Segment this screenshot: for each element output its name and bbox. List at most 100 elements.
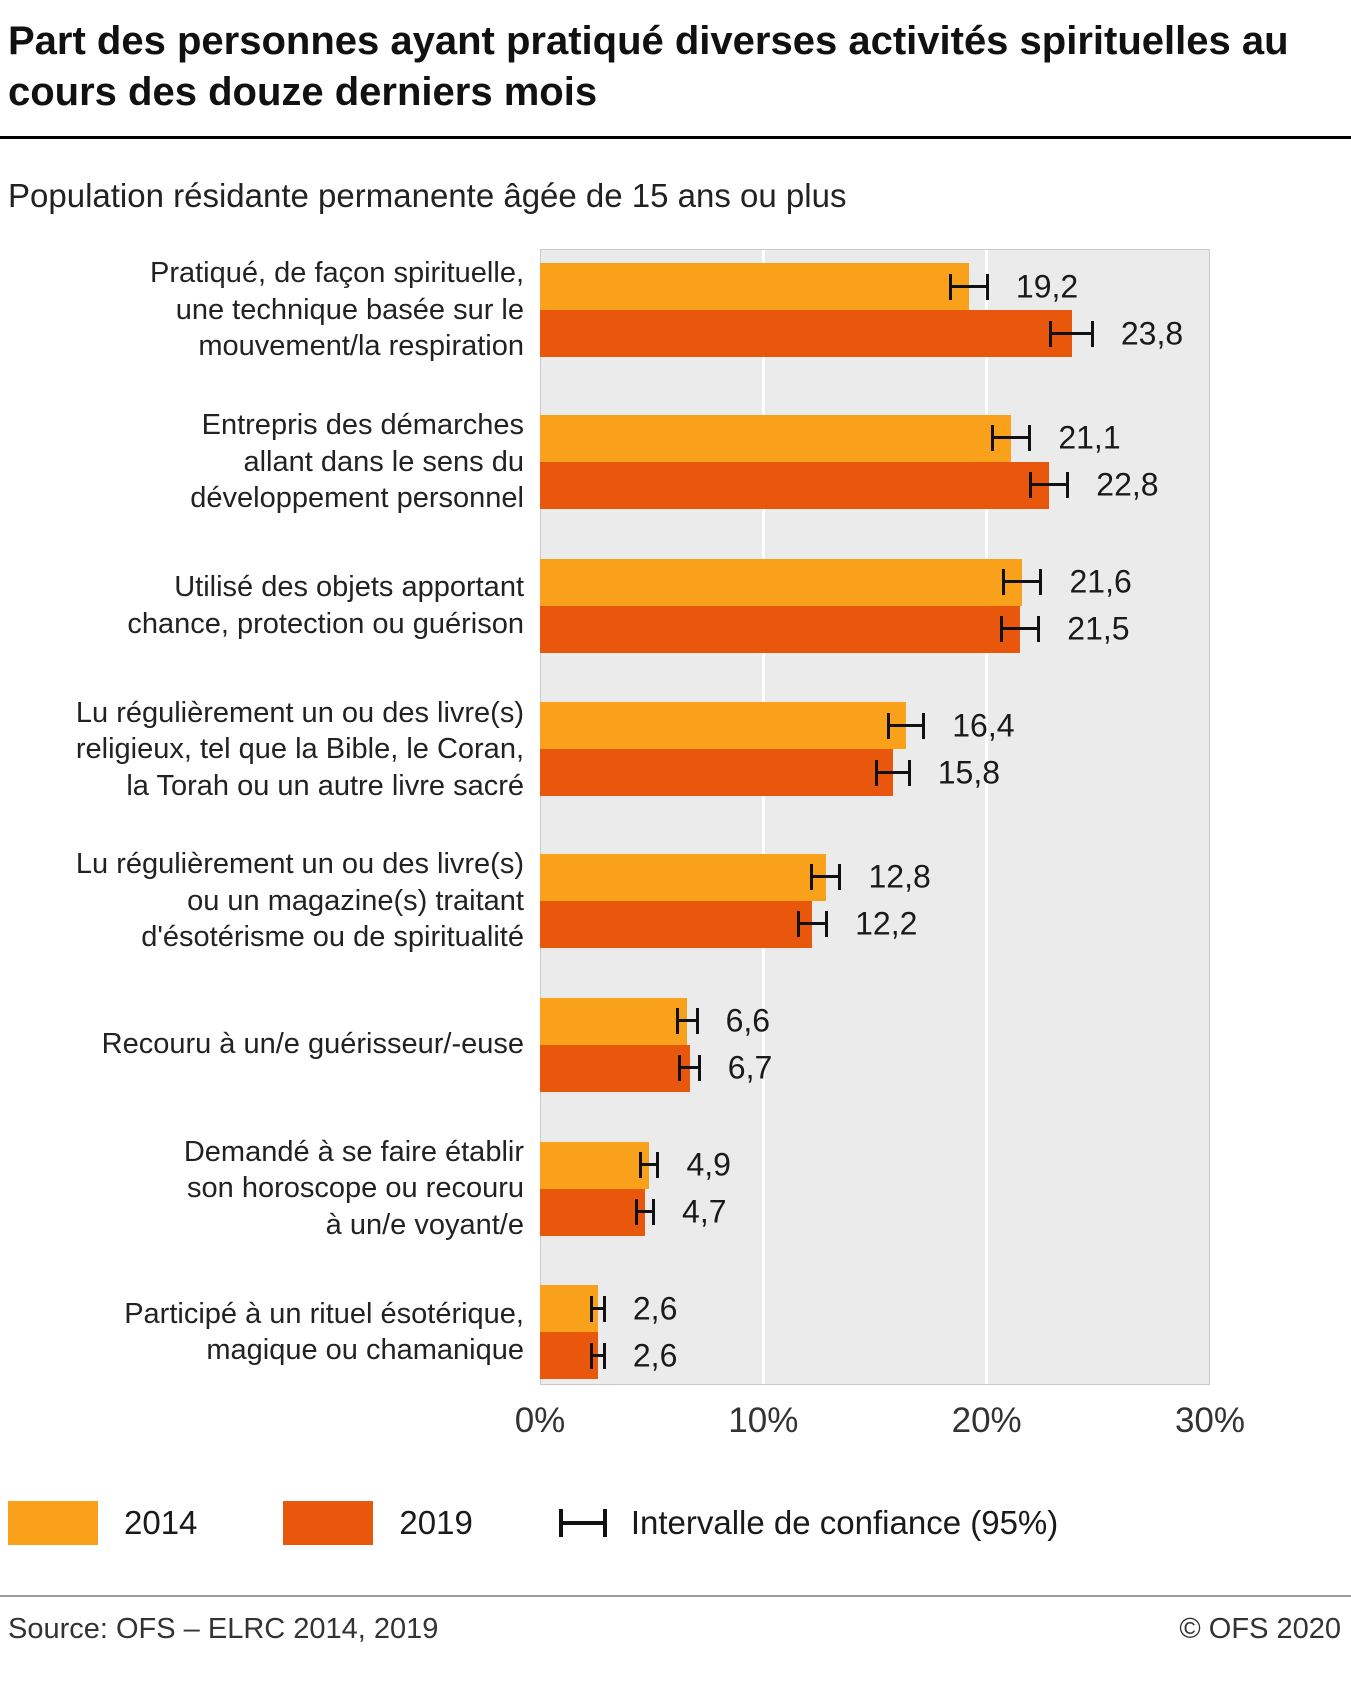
confidence-interval xyxy=(887,712,926,739)
bar-line-2014: 6,6 xyxy=(540,997,1210,1045)
legend-item-2019: 2019 xyxy=(283,1501,473,1546)
bar-line-2019: 12,2 xyxy=(540,900,1210,948)
value-label: 16,4 xyxy=(952,707,1015,744)
bar-pair: 19,2 23,8 xyxy=(540,263,1210,358)
confidence-interval xyxy=(810,864,842,891)
category-label: Pratiqué, de façon spirituelle, une tech… xyxy=(150,257,524,363)
category-label: Lu régulièrement un ou des livre(s) reli… xyxy=(75,696,524,802)
bar-line-2019: 2,6 xyxy=(540,1332,1210,1380)
bar-line-2019: 22,8 xyxy=(540,461,1210,509)
confidence-interval xyxy=(676,1008,699,1035)
x-tick-20: 20% xyxy=(951,1401,1022,1441)
confidence-interval xyxy=(991,425,1032,452)
bar-2019 xyxy=(540,749,893,797)
chart-body: Pratiqué, de façon spirituelle, une tech… xyxy=(8,249,1341,1386)
value-label: 21,1 xyxy=(1058,419,1121,456)
bar-pair: 16,4 15,8 xyxy=(540,702,1210,797)
bar-line-2014: 19,2 xyxy=(540,263,1210,311)
legend-item-confidence: Intervalle de confiance (95%) xyxy=(558,1504,1059,1542)
legend-swatch-2019 xyxy=(283,1501,374,1546)
value-label: 6,6 xyxy=(725,1002,771,1039)
bar-pair: 21,6 21,5 xyxy=(540,558,1210,653)
bar-2019 xyxy=(540,1188,645,1236)
confidence-interval xyxy=(1029,472,1070,499)
page-title: Part des personnes ayant pratiqué divers… xyxy=(8,19,1289,115)
bar-line-2019: 4,7 xyxy=(540,1188,1210,1236)
value-label: 23,8 xyxy=(1120,315,1184,352)
bar-line-2014: 12,8 xyxy=(540,853,1210,901)
bar-2019 xyxy=(540,1332,599,1380)
bar-2019 xyxy=(540,1044,690,1092)
x-tick-30: 30% xyxy=(1174,1401,1246,1441)
category-label: Recouru à un/e guérisseur/-euse xyxy=(101,1028,524,1061)
confidence-interval xyxy=(1049,320,1094,347)
bar-line-2014: 21,6 xyxy=(540,558,1210,606)
confidence-interval xyxy=(1000,616,1041,643)
value-label: 4,7 xyxy=(682,1193,727,1230)
bar-line-2014: 21,1 xyxy=(540,414,1210,462)
legend-item-2014: 2014 xyxy=(8,1501,198,1546)
category-label: Entrepris des démarches allant dans le s… xyxy=(190,408,524,515)
value-label: 2,6 xyxy=(632,1290,678,1327)
bar-2014 xyxy=(540,1285,599,1333)
bar-line-2014: 4,9 xyxy=(540,1141,1210,1189)
value-label: 21,5 xyxy=(1067,610,1130,647)
bar-2019 xyxy=(540,605,1021,653)
confidence-interval xyxy=(590,1342,606,1369)
bar-2019 xyxy=(540,461,1050,509)
value-label: 12,2 xyxy=(855,905,918,942)
footer-divider xyxy=(0,1595,1351,1598)
source-text: Source: OFS – ELRC 2014, 2019 xyxy=(8,1613,439,1646)
gridline xyxy=(984,250,988,1385)
bar-2019 xyxy=(540,900,813,948)
x-tick-0: 0% xyxy=(514,1401,566,1441)
bar-pair: 2,6 2,6 xyxy=(540,1285,1210,1380)
value-label: 19,2 xyxy=(1015,268,1079,305)
value-label: 4,9 xyxy=(686,1146,731,1183)
page-footer: Source: OFS – ELRC 2014, 2019 © OFS 2020 xyxy=(0,1597,1351,1670)
bar-2014 xyxy=(540,997,688,1045)
gridline xyxy=(762,250,766,1385)
confidence-interval xyxy=(634,1199,655,1226)
bar-group: Participé à un rituel ésotérique, magiqu… xyxy=(8,1285,1341,1380)
value-label: 22,8 xyxy=(1096,466,1159,503)
bar-pair: 21,1 22,8 xyxy=(540,414,1210,509)
value-label: 21,6 xyxy=(1069,563,1132,600)
bar-2014 xyxy=(540,853,826,901)
category-label: Demandé à se faire établir son horoscope… xyxy=(183,1135,524,1241)
bar-chart: Pratiqué, de façon spirituelle, une tech… xyxy=(8,249,1341,1455)
bar-group: Lu régulièrement un ou des livre(s) ou u… xyxy=(8,846,1341,956)
legend-label-2014: 2014 xyxy=(124,1504,198,1542)
confidence-interval xyxy=(639,1152,660,1179)
confidence-interval xyxy=(948,273,989,300)
confidence-interval xyxy=(590,1295,606,1322)
bar-line-2014: 16,4 xyxy=(540,702,1210,750)
bar-2019 xyxy=(540,310,1072,358)
bar-group: Recouru à un/e guérisseur/-euse 6,6 6,7 xyxy=(8,997,1341,1092)
bar-pair: 6,6 6,7 xyxy=(540,997,1210,1092)
bar-2014 xyxy=(540,702,907,750)
bar-group: Entrepris des démarches allant dans le s… xyxy=(8,407,1341,517)
value-label: 12,8 xyxy=(868,858,931,895)
x-axis: 0% 10% 20% 30% xyxy=(515,1385,1245,1455)
confidence-interval xyxy=(678,1055,701,1082)
legend-swatch-2014 xyxy=(8,1501,98,1546)
title-divider xyxy=(0,136,1351,140)
bar-pair: 4,9 4,7 xyxy=(540,1141,1210,1236)
bar-pair: 12,8 12,2 xyxy=(540,853,1210,948)
bar-line-2019: 23,8 xyxy=(540,310,1210,358)
bar-group: Utilisé des objets apportant chance, pro… xyxy=(8,558,1341,653)
bar-group: Lu régulièrement un ou des livre(s) reli… xyxy=(8,695,1341,805)
bar-group: Pratiqué, de façon spirituelle, une tech… xyxy=(8,255,1341,365)
bar-2014 xyxy=(540,1141,650,1189)
value-label: 6,7 xyxy=(727,1049,773,1086)
category-label: Lu régulièrement un ou des livre(s) ou u… xyxy=(75,848,524,954)
chart-subtitle: Population résidante permanente âgée de … xyxy=(8,177,847,215)
category-label: Participé à un rituel ésotérique, magiqu… xyxy=(124,1297,524,1367)
x-tick-10: 10% xyxy=(728,1401,799,1441)
bar-line-2014: 2,6 xyxy=(540,1285,1210,1333)
legend-label-2019: 2019 xyxy=(399,1504,473,1542)
confidence-interval xyxy=(875,759,911,786)
legend-label-confidence: Intervalle de confiance (95%) xyxy=(630,1504,1059,1542)
